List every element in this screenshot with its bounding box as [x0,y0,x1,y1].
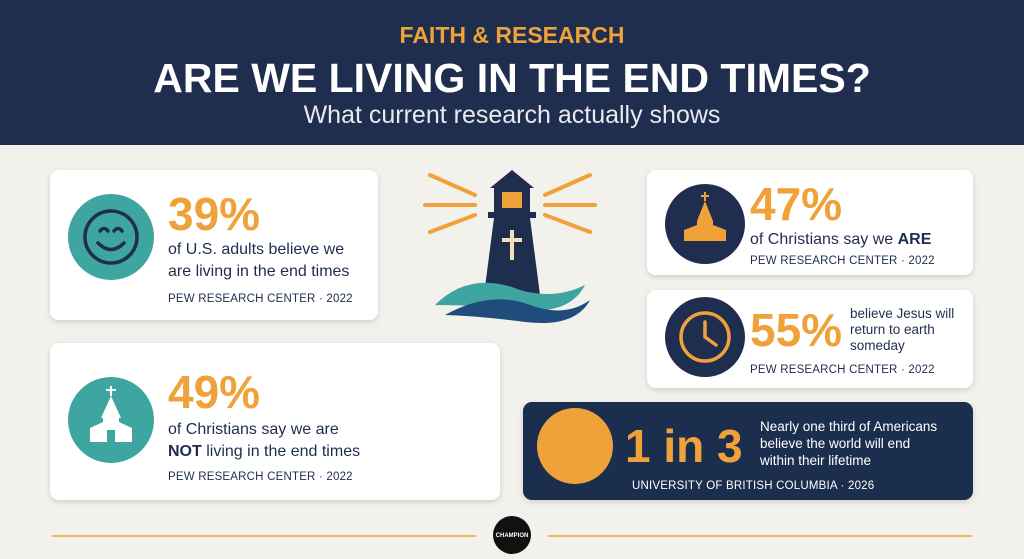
logo [493,516,531,554]
stat-text: believe the world will end [760,436,910,451]
emphasis: NOT [168,443,202,460]
stat-text: Nearly one third of Americans [760,419,937,434]
stat-text: are living in the end times [168,263,349,280]
clock-icon [679,311,731,363]
icon [537,408,613,484]
stat-text: of Christians say we are [168,421,339,438]
stat-value: 39% [168,188,260,240]
stat-text: living in the end times [202,443,360,460]
stat-text: NOT living in the end times [168,443,360,460]
stat-value: 49% [168,366,260,418]
header-band [0,0,1024,145]
smiley-icon [83,209,139,265]
title: ARE WE LIVING IN THE END TIMES? [153,55,871,101]
stat-text: within their lifetime [759,453,871,468]
stat-text: return to earth [850,322,935,337]
stat-text: someday [850,338,905,353]
icon [68,194,154,280]
source: PEW RESEARCH CENTER · 2022 [168,293,353,305]
stat-text: of Christians say we ARE [750,231,932,248]
door [107,430,115,442]
source: PEW RESEARCH CENTER · 2022 [168,471,353,483]
stat-text: of Christians say we [750,231,898,248]
subtitle: What current research actually shows [304,101,721,129]
stat-value: 1 in 3 [625,420,743,472]
logo-text: CHAMPION [496,533,529,539]
kicker: FAITH & RESEARCH [400,22,625,48]
source: PEW RESEARCH CENTER · 2022 [750,255,935,267]
emphasis: ARE [898,231,932,248]
source: UNIVERSITY OF BRITISH COLUMBIA · 2026 [632,480,874,492]
lighthouse-illustration [423,170,597,324]
stat-text: believe Jesus will [850,306,954,321]
stat-value: 55% [750,304,842,356]
stat-text: of U.S. adults believe we [168,241,344,258]
source: PEW RESEARCH CENTER · 2022 [750,364,935,376]
stat-card [523,402,973,500]
stat-card [50,343,500,500]
church-icon [684,192,726,241]
stat-value: 47% [750,178,842,230]
